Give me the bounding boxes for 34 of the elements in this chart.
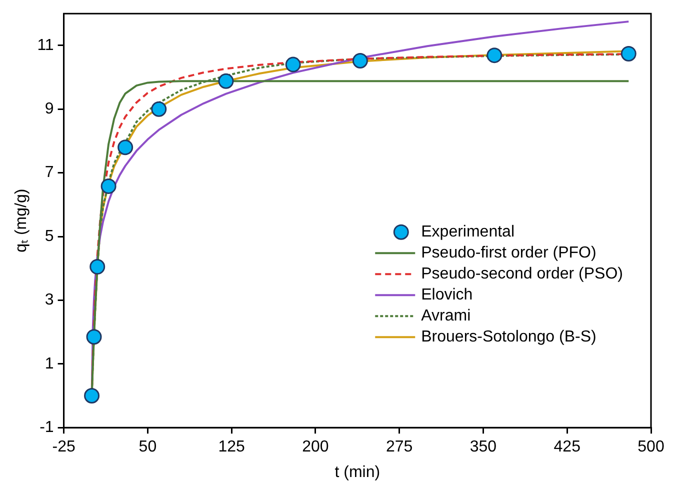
legend-label: Avrami xyxy=(421,308,471,325)
legend-label: Pseudo-second order (PSO) xyxy=(421,266,623,283)
x-axis-title: t (min) xyxy=(334,464,380,481)
point xyxy=(218,73,234,89)
y-tick-label: 7 xyxy=(44,164,54,182)
point xyxy=(285,56,301,72)
x-tick-label: 275 xyxy=(386,438,413,456)
x-tick-label: 425 xyxy=(554,438,581,456)
legend-label: Elovich xyxy=(421,286,473,304)
x-tick-label: 350 xyxy=(470,438,497,456)
point xyxy=(86,329,102,345)
x-tick-label: -25 xyxy=(52,438,76,456)
legend-label: Brouers-Sotolongo (B-S) xyxy=(421,328,596,346)
legend-label: Pseudo-first order (PFO) xyxy=(421,244,596,262)
y-tick-label: -1 xyxy=(40,419,54,436)
y-tick-label: 11 xyxy=(37,36,54,54)
point xyxy=(151,101,167,117)
y-tick-label: 9 xyxy=(44,100,54,118)
y-tick-label: 5 xyxy=(44,228,54,245)
legend-label: Experimental xyxy=(421,224,514,241)
x-tick-label: 125 xyxy=(218,438,246,456)
point xyxy=(90,259,106,275)
y-axis-title: qₜ (mg/g) xyxy=(13,188,30,252)
x-tick-label: 200 xyxy=(302,438,329,456)
point xyxy=(84,388,100,404)
point xyxy=(118,140,134,156)
x-tick-label: 500 xyxy=(638,438,664,456)
x-tick-label: 50 xyxy=(138,438,157,456)
point xyxy=(486,48,502,64)
point xyxy=(352,52,368,68)
y-tick-label: 3 xyxy=(44,292,54,309)
point xyxy=(100,178,116,194)
point xyxy=(620,46,636,62)
y-tick-label: 1 xyxy=(44,355,54,372)
